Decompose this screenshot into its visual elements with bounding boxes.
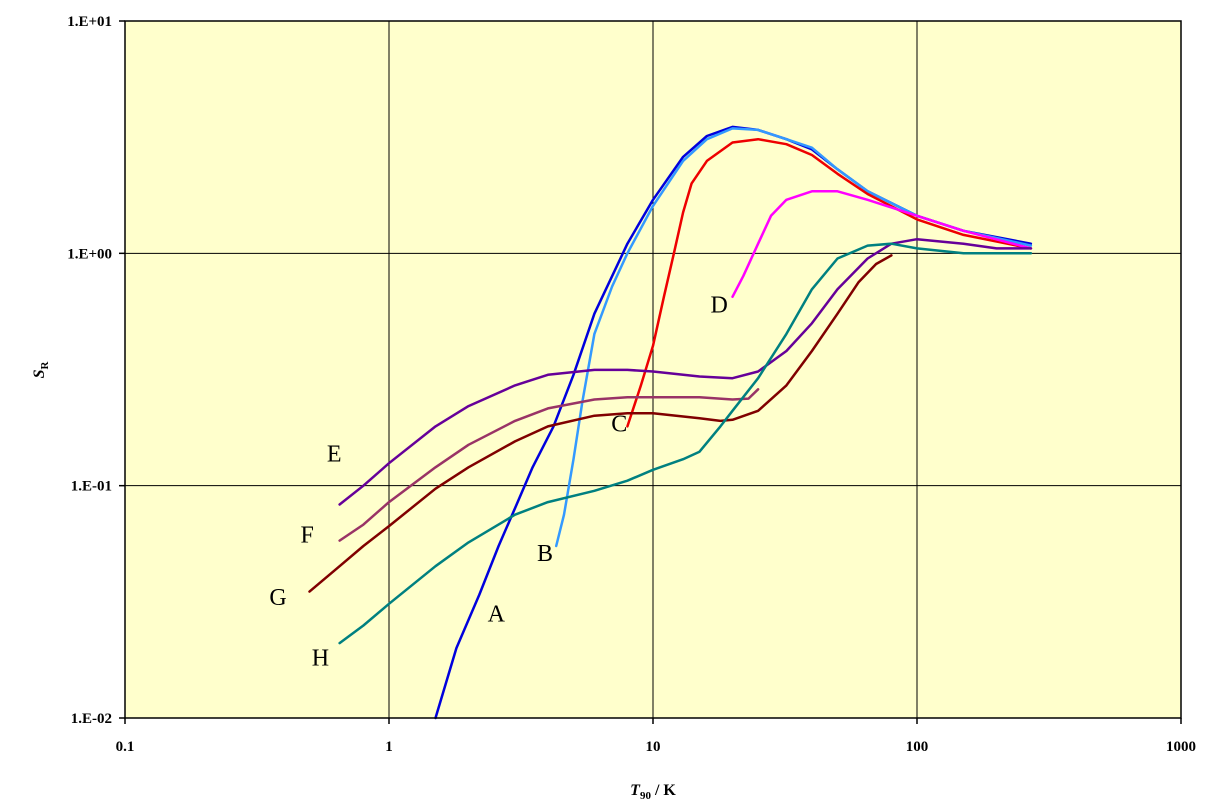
curve-label-g: G	[269, 585, 286, 611]
curve-label-e: E	[327, 442, 342, 468]
x-tick-label: 100	[906, 739, 929, 755]
curve-label-f: F	[301, 522, 314, 548]
x-tick-label: 1	[385, 739, 393, 755]
series-group	[308, 125, 1033, 720]
y-tick-label: 1.E-02	[71, 711, 112, 727]
y-axis-title: SR	[31, 361, 51, 379]
x-tick-label: 10	[646, 739, 661, 755]
series-line-f	[338, 388, 760, 542]
curve-labels: A B C D E F G H	[269, 293, 727, 672]
curve-label-a: A	[488, 602, 506, 628]
series-line-e	[338, 237, 1033, 506]
series-line-h	[338, 242, 1033, 645]
x-axis-title: T90 / K	[630, 782, 676, 802]
y-axis-ticks: 1.E-02 1.E-01 1.E+00 1.E+01	[67, 14, 125, 727]
curve-label-c: C	[611, 412, 627, 438]
series-line-d	[731, 190, 1033, 299]
y-tick-label: 1.E-01	[71, 479, 112, 495]
x-tick-label: 0.1	[116, 739, 135, 755]
curve-label-h: H	[312, 646, 329, 672]
y-tick-label: 1.E+00	[67, 246, 112, 262]
y-tick-label: 1.E+01	[67, 14, 112, 30]
curve-label-d: D	[710, 293, 727, 319]
x-axis-ticks: 0.1 1 10 100 1000	[116, 718, 1196, 755]
series-line-c	[626, 137, 1033, 428]
curve-label-b: B	[537, 541, 553, 567]
x-tick-label: 1000	[1166, 739, 1196, 755]
series-line-g	[308, 254, 893, 593]
